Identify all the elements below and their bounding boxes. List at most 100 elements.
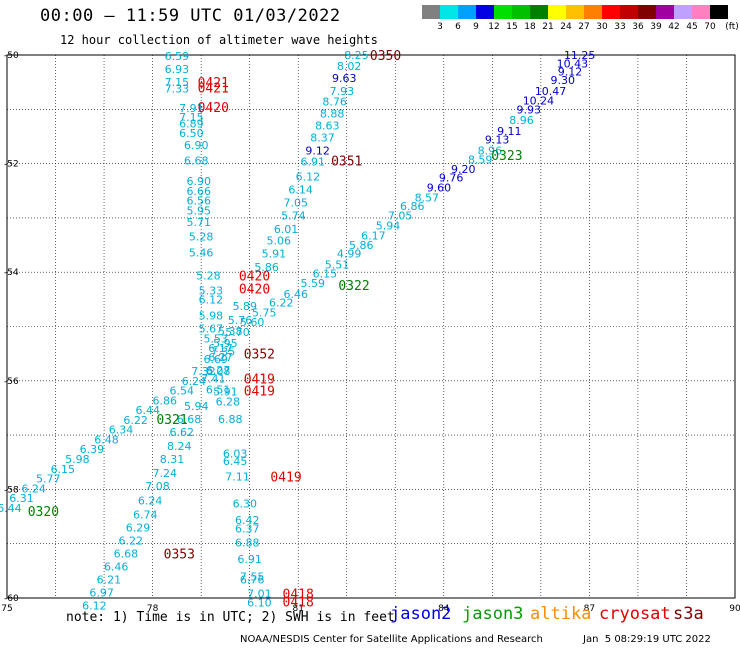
legend-value: 12 [488,22,500,32]
swh-value-label: 8.37 [310,132,335,145]
swh-value-label: 5.91 [262,248,287,261]
swh-value-label: 6.62 [169,426,194,439]
legend-swatch [674,5,692,19]
swh-value-label: 6.12 [82,600,107,613]
swh-value-label: 6.86 [152,394,177,407]
swh-value-label: 7.24 [152,467,177,480]
swh-value-label: 6.88 [235,537,260,550]
swh-value-label: 5.94 [184,400,209,413]
swh-value-label: 5.86 [349,239,374,252]
swh-value-label: 6.14 [288,184,313,197]
swh-value-label: 5.86 [254,261,279,274]
swh-value-label: 6.68 [177,413,202,426]
swh-value-label: 10.47 [535,85,567,98]
pass-time-label: 0418 [283,588,314,603]
legend-swatch [656,5,674,19]
lon-tick-label: 90 [729,604,740,614]
swh-value-label: 7.91 [179,102,204,115]
pass-time-label: 0419 [244,385,275,400]
swh-value-label: 7.08 [145,480,170,493]
swh-value-label: 6.30 [233,498,258,511]
page-title: 00:00 – 11:59 UTC 01/03/2022 [40,6,341,26]
swh-value-label: 9.30 [550,74,575,87]
swh-value-label: 8.25 [344,49,369,62]
swh-value-label: 6.27 [206,364,231,377]
legend-swatch [476,5,494,19]
swh-value-label: 6.91 [237,553,262,566]
swh-value-label: 6.21 [97,574,122,587]
legend-value: 42 [668,22,680,32]
swh-value-label: 6.12 [296,171,321,184]
swh-value-label: 7.01 [247,588,272,601]
legend-value: 9 [473,22,479,32]
swh-value-label: 6.29 [126,521,151,534]
legend-value: 3 [437,22,443,32]
swh-value-label: 5.06 [267,235,292,248]
swh-value-label: 8.24 [167,440,192,453]
satellite-name-altika: altika [530,604,592,624]
legend-swatch [566,5,584,19]
swh-value-label: 6.45 [223,455,248,468]
legend-value: 33 [614,22,626,32]
pass-time-label: 0350 [370,49,401,64]
swh-value-label: 6.51 [206,383,231,396]
swh-value-label: 5.77 [36,473,61,486]
swh-value-label: 5.94 [376,220,401,233]
swh-value-label: 6.39 [80,443,105,456]
swh-value-label: 6.10 [247,596,272,609]
swh-value-label: 6.59 [165,50,190,63]
swh-value-label: 6.24 [182,375,207,388]
footer-note: note: 1) Time is in UTC; 2) SWH is in fe… [66,610,395,625]
legend-swatch [458,5,476,19]
swh-value-label: 5.33 [199,285,224,298]
swh-value-label: 6.88 [218,413,243,426]
swh-value-label: 6.90 [186,175,211,188]
swh-value-label: 6.97 [89,587,114,600]
swh-value-label: 7.15 [165,76,190,89]
pass-time-label: 0421 [198,82,229,97]
swh-value-label: 9.93 [516,103,541,116]
swh-value-label: 5.71 [186,216,211,229]
swh-value-label: 5.28 [189,230,214,243]
swh-value-label: 5.91 [213,386,238,399]
lat-tick-label: -54 [4,268,19,278]
swh-value-label: 5.89 [233,300,258,313]
swh-value-label: 6.93 [165,63,190,76]
lat-tick-label: -52 [4,160,19,170]
swh-value-label: 6.31 [9,492,34,505]
legend-value: 39 [650,22,662,32]
pass-time-label: 0421 [198,76,229,91]
lon-tick-label: 87 [584,604,595,614]
lon-tick-label: 75 [1,604,12,614]
lat-tick-label: -58 [4,485,19,495]
swh-value-label: 7.05 [284,197,309,210]
lon-tick-label: 84 [438,604,450,614]
swh-value-label: 7.55 [240,570,265,583]
swh-value-label: 6.48 [94,433,119,446]
pass-time-label: 0323 [491,149,522,164]
legend-swatch [440,5,458,19]
swh-value-label: 6.28 [216,395,241,408]
swh-value-label: 5.98 [65,453,90,466]
swh-value-label: 6.24 [138,494,163,507]
swh-value-label: 6.34 [109,424,134,437]
swh-value-label: 9.60 [427,181,452,194]
swh-value-label: 8.96 [509,114,534,127]
swh-value-label: 6.22 [123,414,148,427]
swh-value-label: 6.01 [274,223,299,236]
pass-time-label: 0321 [156,413,187,428]
swh-value-label: 6.17 [208,342,233,355]
swh-value-label: 9.12 [558,65,583,78]
swh-value-label: 5.75 [252,306,277,319]
swh-value-label: 6.89 [179,117,204,130]
swh-value-label: 7.41 [201,373,226,386]
legend-value: 21 [542,22,554,32]
lat-tick-label: -50 [4,51,19,61]
swh-value-label: 7.15 [179,111,204,124]
swh-value-label: 6.15 [51,463,76,476]
swh-value-label: 6.03 [223,448,248,461]
swh-value-label: 7.33 [165,83,190,96]
swh-value-label: 9.12 [305,145,330,158]
swh-value-label: 6.27 [208,351,233,364]
legend-value: 15 [506,22,518,32]
